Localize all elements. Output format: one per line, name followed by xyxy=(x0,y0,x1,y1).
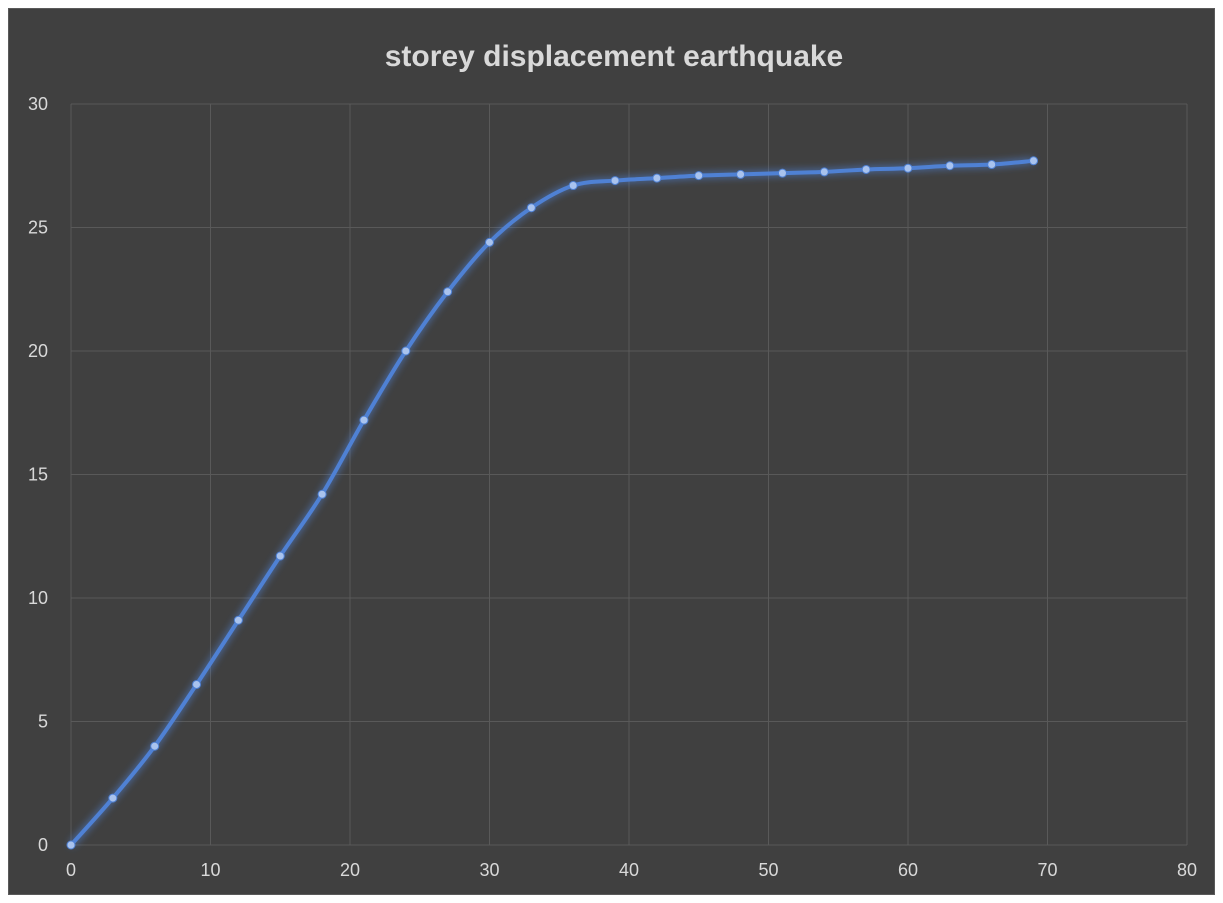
data-point xyxy=(610,176,620,186)
data-point xyxy=(317,489,327,499)
data-point xyxy=(275,551,285,561)
x-tick-label: 30 xyxy=(479,860,499,880)
data-point xyxy=(526,203,536,213)
data-point xyxy=(819,167,829,177)
data-point xyxy=(443,287,453,297)
x-tick-label: 50 xyxy=(758,860,778,880)
data-point xyxy=(861,164,871,174)
x-tick-label: 0 xyxy=(66,860,76,880)
y-tick-label: 10 xyxy=(28,588,48,608)
data-point xyxy=(66,840,76,850)
data-point xyxy=(945,161,955,171)
tick-labels: 0 10 20 30 40 50 60 70 80 0 5 10 15 20 25 30 xyxy=(28,94,1197,880)
data-point xyxy=(401,346,411,356)
data-point xyxy=(903,163,913,173)
x-tick-label: 70 xyxy=(1037,860,1057,880)
chart-frame xyxy=(8,8,1215,895)
data-point xyxy=(150,741,160,751)
grid xyxy=(70,103,1188,846)
data-point xyxy=(568,181,578,191)
y-tick-label: 20 xyxy=(28,341,48,361)
y-tick-label: 25 xyxy=(28,218,48,238)
data-point xyxy=(777,168,787,178)
data-point xyxy=(108,793,118,803)
data-point xyxy=(652,173,662,183)
data-point xyxy=(192,679,202,689)
data-point xyxy=(1029,156,1039,166)
data-point xyxy=(233,615,243,625)
y-tick-label: 5 xyxy=(38,712,48,732)
x-tick-label: 20 xyxy=(340,860,360,880)
data-point xyxy=(359,415,369,425)
x-tick-label: 40 xyxy=(619,860,639,880)
data-point xyxy=(987,160,997,170)
data-point xyxy=(736,169,746,179)
y-tick-label: 15 xyxy=(28,465,48,485)
series-line xyxy=(69,158,1034,847)
x-tick-label: 80 xyxy=(1177,860,1197,880)
data-point xyxy=(694,171,704,181)
data-point xyxy=(485,237,494,247)
series xyxy=(66,156,1039,850)
x-tick-label: 10 xyxy=(200,860,220,880)
y-tick-label: 30 xyxy=(28,94,48,114)
chart-title: storey displacement earthquake xyxy=(385,40,844,73)
y-tick-label: 0 xyxy=(38,835,48,855)
x-tick-label: 60 xyxy=(898,860,918,880)
